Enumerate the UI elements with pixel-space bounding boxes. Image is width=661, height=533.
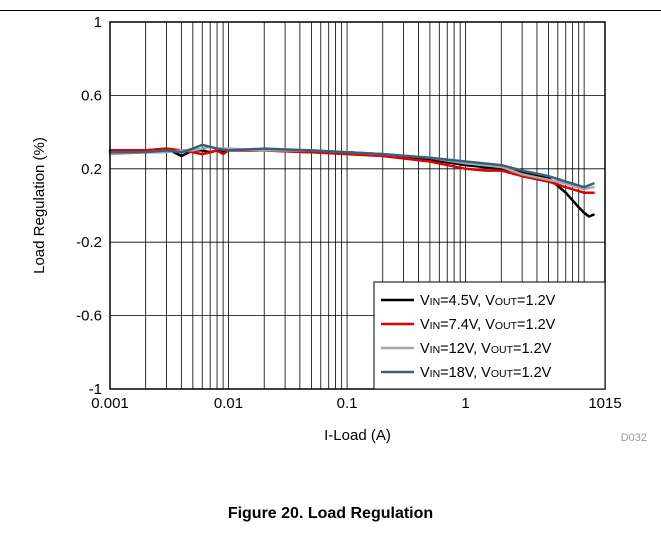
- series-lines: [108, 143, 595, 218]
- x-tick-label: 1: [461, 395, 469, 412]
- legend-label-3: VIN=12V, VOUT=1.2V: [420, 341, 552, 357]
- legend-label-4: VIN=18V, VOUT=1.2V: [420, 365, 552, 381]
- y-tick-label: -0.6: [76, 308, 102, 325]
- y-tick-label: 0.2: [81, 161, 102, 178]
- y-tick-label: -0.2: [76, 234, 102, 251]
- series-line-4: [108, 143, 595, 189]
- legend: VIN=4.5V, VOUT=1.2V VIN=7.4V, VOUT=1.2V VI…: [373, 281, 606, 390]
- series-line-2: [108, 147, 595, 194]
- x-tick-label: 0.1: [337, 395, 358, 412]
- load-regulation-chart: 0.001 0.01 0.1 1 1015 1 0.6 0.2 -0.2 -0.6 -1 I-Lo…: [31, 14, 647, 444]
- top-rule: [0, 10, 661, 11]
- figure-code: D032: [621, 432, 647, 444]
- y-tick-labels: 1 0.6 0.2 -0.2 -0.6 -1: [76, 14, 102, 398]
- x-tick-label: 0.01: [214, 395, 243, 412]
- y-tick-label: 0.6: [81, 87, 102, 104]
- x-axis-title: I-Load (A): [324, 427, 391, 444]
- y-tick-label: -1: [89, 381, 102, 398]
- figure-caption: Figure 20. Load Regulation: [227, 505, 434, 522]
- y-tick-label: 1: [94, 14, 102, 31]
- series-line-1: [108, 147, 595, 218]
- legend-label-1: VIN=4.5V, VOUT=1.2V: [420, 293, 556, 309]
- legend-label-2: VIN=7.4V, VOUT=1.2V: [420, 317, 556, 333]
- y-axis-title: Load Regulation (%): [31, 137, 48, 274]
- plot-frame: [109, 21, 606, 390]
- x-tick-label: 0.001: [91, 395, 129, 412]
- x-tick-label: 1015: [588, 395, 621, 412]
- x-tick-labels: 0.001 0.01 0.1 1 1015: [91, 395, 621, 412]
